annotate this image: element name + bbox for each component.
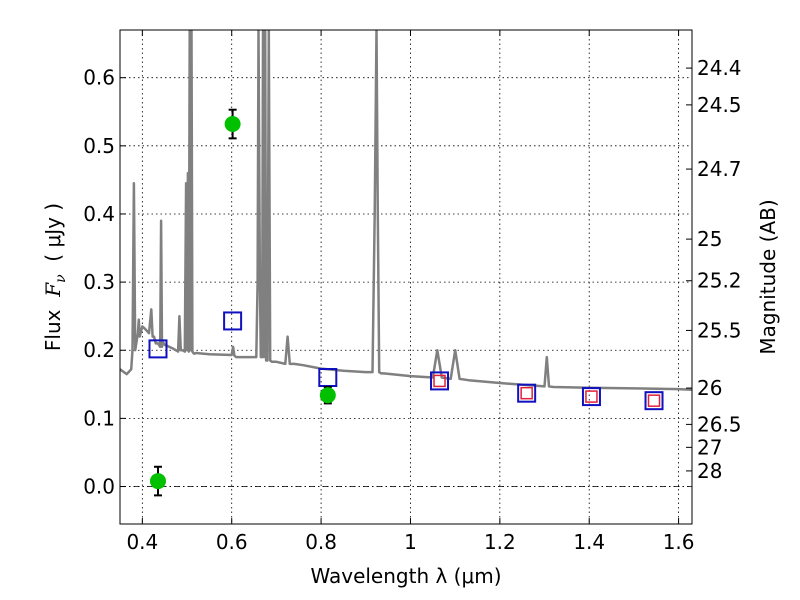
spectrum-line bbox=[120, 30, 692, 392]
x-tick-label: 0.8 bbox=[305, 530, 337, 554]
x-tick-label: 0.4 bbox=[126, 530, 158, 554]
y-tick-label: 0.4 bbox=[83, 202, 115, 226]
y2-tick-label: 26 bbox=[697, 376, 722, 400]
y-tick-label: 0.0 bbox=[83, 475, 115, 499]
model-point-square bbox=[148, 339, 168, 359]
model-point-inner-square bbox=[520, 386, 533, 400]
model-point-square bbox=[318, 368, 338, 388]
model-point-inner-square bbox=[433, 374, 446, 388]
y-tick-label: 0.2 bbox=[83, 338, 115, 362]
observed-photometry-markers bbox=[149, 108, 336, 497]
y2-tick-label: 28 bbox=[697, 459, 722, 483]
y2-axis-title: Magnitude (AB) bbox=[756, 199, 780, 354]
model-point-square bbox=[644, 391, 664, 411]
model-point-square bbox=[581, 387, 601, 407]
model-point-square bbox=[223, 311, 243, 331]
model-point-inner-square bbox=[647, 394, 661, 407]
x-tick-label: 1 bbox=[404, 530, 417, 554]
y2-tick-label: 24.5 bbox=[697, 93, 742, 117]
y2-tick-label: 25.2 bbox=[697, 269, 742, 293]
y-tick-label: 0.1 bbox=[83, 406, 115, 430]
x-tick-label: 1.4 bbox=[573, 530, 605, 554]
x-tick-label: 1.6 bbox=[663, 530, 695, 554]
grid bbox=[120, 30, 692, 524]
y-tick-label: 0.6 bbox=[83, 66, 115, 90]
y-tick-label: 0.3 bbox=[83, 270, 115, 294]
y-axis-title: Flux Fν ( μJy ) bbox=[41, 203, 69, 351]
x-axis-title: Wavelength λ (μm) bbox=[310, 564, 501, 588]
y2-tick-label: 27 bbox=[697, 435, 722, 459]
y-tick-label: 0.5 bbox=[83, 134, 115, 158]
y2-tick-label: 25 bbox=[697, 227, 722, 251]
y2-tick-label: 25.5 bbox=[697, 318, 742, 342]
x-tick-label: 0.6 bbox=[216, 530, 248, 554]
y2-tick-label: 24.7 bbox=[697, 157, 742, 181]
plot-area bbox=[120, 30, 692, 497]
observed-point bbox=[149, 473, 166, 490]
y2-tick-label: 26.5 bbox=[697, 412, 742, 436]
y2-tick-label: 24.4 bbox=[697, 56, 742, 80]
model-point-square bbox=[517, 383, 537, 403]
plot-frame bbox=[119, 29, 693, 525]
observed-point bbox=[224, 116, 241, 133]
x-tick-label: 1.2 bbox=[484, 530, 516, 554]
model-point-inner-square bbox=[585, 390, 598, 403]
model-photometry-markers bbox=[148, 311, 664, 411]
x-axis-ticks: 0.4 0.6 0.8 1 1.2 1.4 1.6 bbox=[126, 30, 695, 554]
y-axis-ticks: 0.0 0.1 0.2 0.3 0.4 0.5 0.6 bbox=[83, 66, 126, 499]
observed-point bbox=[319, 387, 336, 404]
model-point-square bbox=[430, 371, 450, 391]
